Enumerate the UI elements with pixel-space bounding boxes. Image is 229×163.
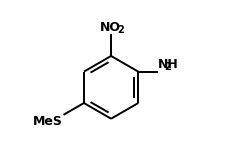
Text: NH: NH [158, 58, 178, 71]
Text: 2: 2 [117, 25, 124, 35]
Text: NO: NO [100, 21, 121, 34]
Text: 2: 2 [164, 62, 171, 72]
Text: MeS: MeS [33, 115, 63, 128]
